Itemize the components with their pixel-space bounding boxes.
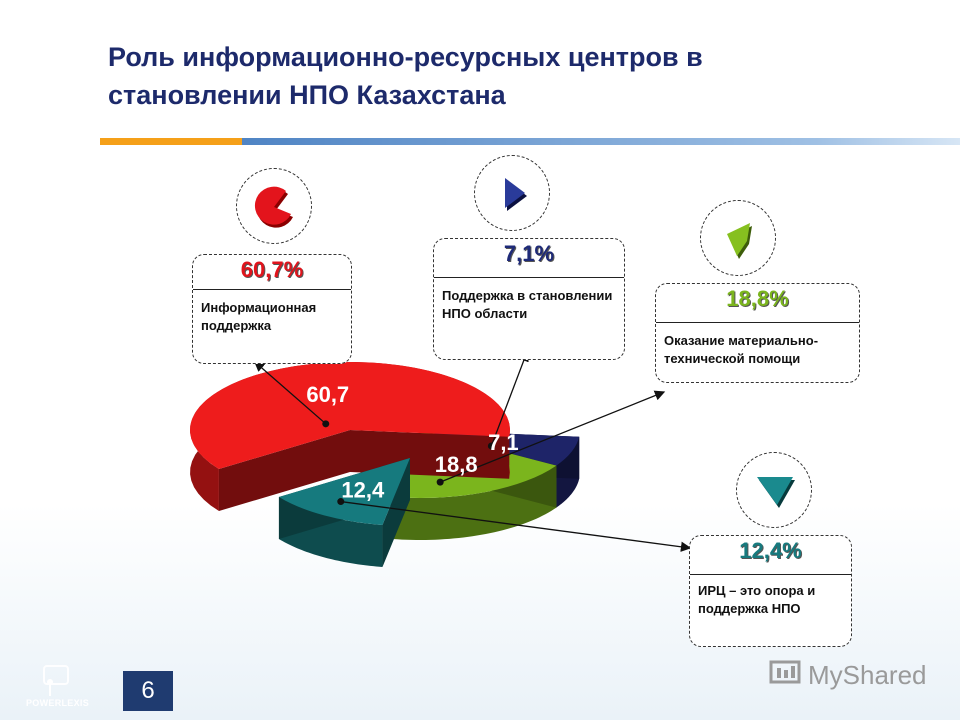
connector-arrow [340, 500, 692, 552]
connector-arrow [254, 361, 327, 425]
callout-card-info: 60,7% Информационная поддержка [192, 254, 352, 364]
callout-desc: Поддержка в становлении НПО области [442, 288, 613, 321]
pie-teal-icon [736, 452, 812, 528]
page-title: Роль информационно-ресурсных центров в с… [108, 42, 703, 110]
logo-mark-icon [43, 665, 69, 696]
pie-slice-3 [278, 458, 410, 567]
title-rule [242, 138, 960, 145]
callout-divider [434, 277, 624, 278]
callout-pct: 12,4% [739, 538, 802, 563]
callout-pct: 60,7% [240, 257, 304, 282]
callout-desc: ИРЦ – это опора и поддержка НПО [698, 583, 816, 616]
brand-name: POWERLEXIS [26, 698, 90, 708]
title-rule-accent [100, 138, 242, 145]
connector-arrow [490, 350, 529, 447]
presentation-icon [769, 660, 801, 684]
callout-divider [656, 322, 859, 323]
slice-top [189, 362, 510, 470]
slice-value-label: 60,7 [306, 382, 349, 407]
callout-divider [193, 289, 351, 290]
callout-card-material: 18,8% Оказание материально-технической п… [655, 283, 860, 383]
callout-divider [690, 574, 851, 575]
pie-green-icon [700, 200, 776, 276]
slice-value-label: 18,8 [435, 452, 478, 477]
slice-top [278, 458, 410, 525]
connector-arrow [439, 390, 666, 483]
pie-navy-icon [474, 155, 550, 231]
callout-pct: 18,8% [726, 286, 789, 311]
myshared-watermark: MyShared [768, 658, 927, 699]
slice-value-label: 7,1 [488, 430, 519, 455]
callout-card-irc: 12,4% ИРЦ – это опора и поддержка НПО [689, 535, 852, 647]
slice-face [218, 430, 350, 512]
powerlexis-logo: POWERLEXIS [26, 664, 96, 714]
slice-side [392, 465, 557, 540]
slice-value-label: 12,4 [341, 478, 385, 503]
watermark-text: MyShared [808, 660, 927, 690]
callout-card-support: 7,1% Поддержка в становлении НПО области [433, 238, 625, 360]
callout-desc: Оказание материально-технической помощи [664, 333, 819, 366]
callout-pct: 7,1% [503, 241, 555, 266]
callout-desc: Информационная поддержка [201, 300, 317, 333]
page-number: 6 [123, 671, 173, 711]
pie-red-icon [236, 168, 312, 244]
pie-slice-0 [189, 362, 510, 512]
